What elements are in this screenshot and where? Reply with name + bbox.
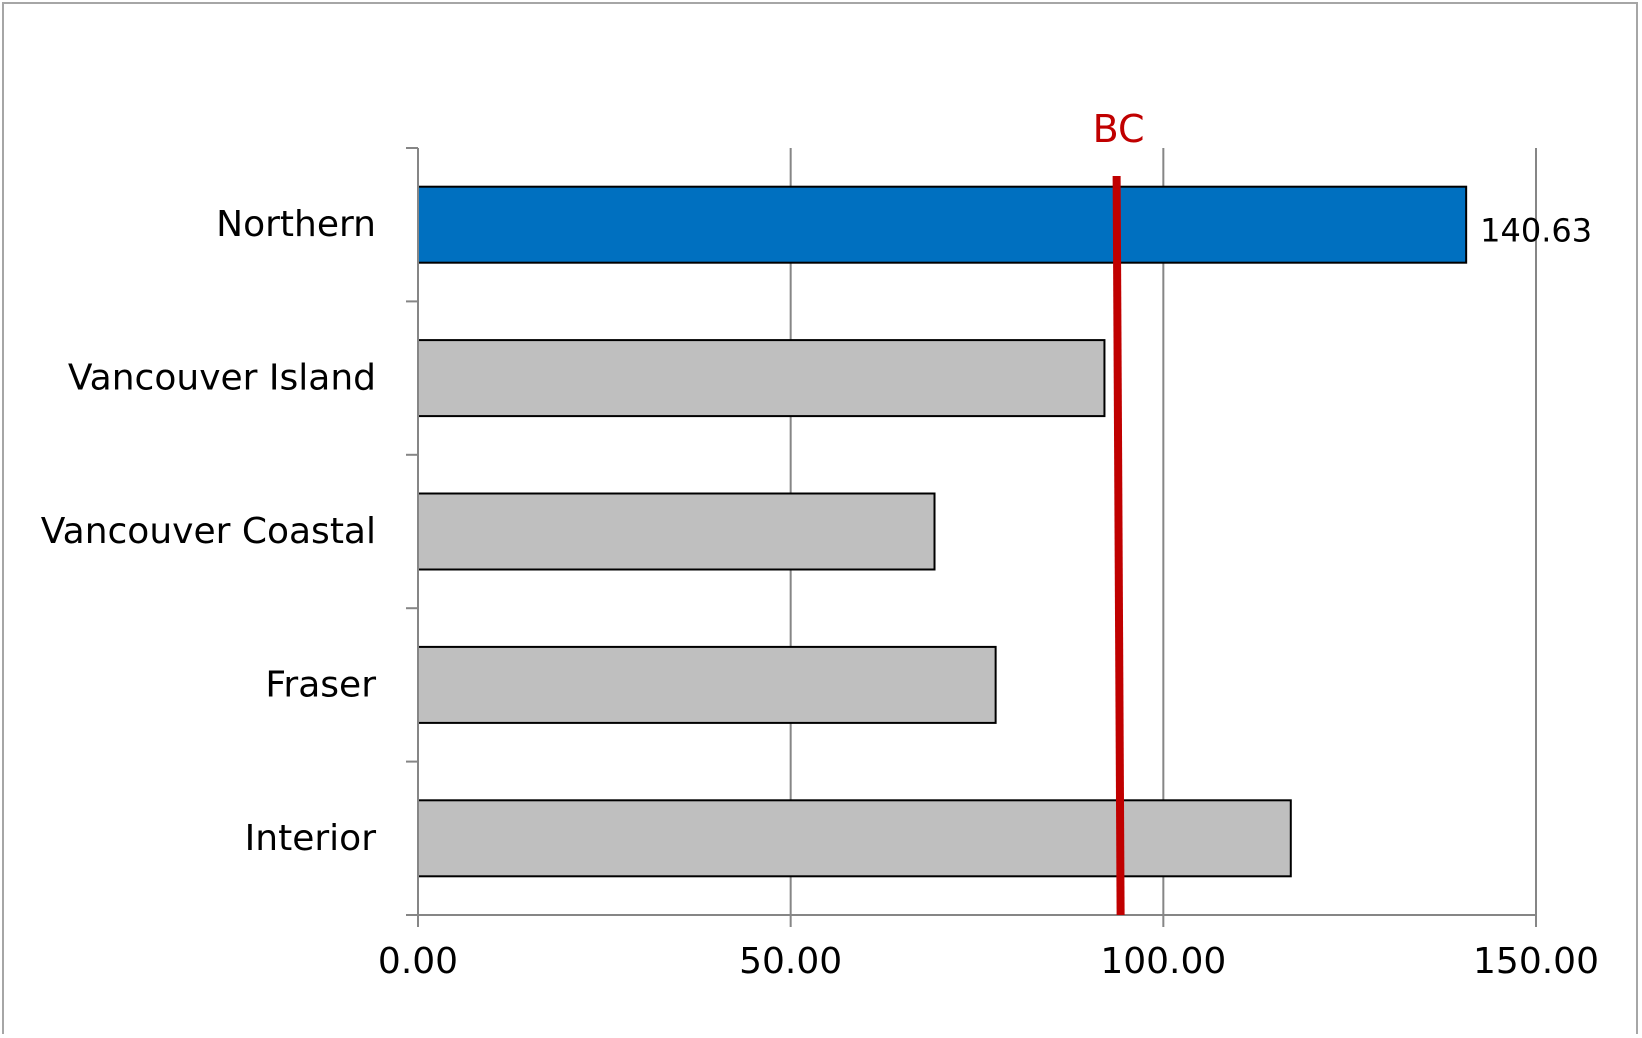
category-label: Vancouver Coastal <box>41 511 376 552</box>
labels: Northern Vancouver Island Vancouver Coasta… <box>41 204 1599 982</box>
bars <box>417 185 1468 878</box>
category-label: Northern <box>216 204 376 245</box>
bar-interior <box>417 799 1292 878</box>
axes <box>406 147 1537 927</box>
bar-northern <box>417 185 1468 264</box>
category-label: Fraser <box>265 664 376 705</box>
category-label: Vancouver Island <box>68 358 376 399</box>
reference-line-label: BC <box>1093 107 1145 151</box>
data-label: 140.63 <box>1480 212 1592 250</box>
reference-line <box>1112 175 1125 916</box>
bar-fraser <box>417 645 997 724</box>
reference-line-group: BC <box>1093 107 1145 916</box>
bar-vancouver-coastal <box>417 492 936 571</box>
category-label: Interior <box>245 818 377 859</box>
x-tick-label: 150.00 <box>1473 941 1599 982</box>
x-tick-label: 0.00 <box>378 941 458 982</box>
bar-vancouver-island <box>417 339 1106 418</box>
x-tick-label: 100.00 <box>1100 941 1226 982</box>
x-tick-label: 50.00 <box>739 941 842 982</box>
